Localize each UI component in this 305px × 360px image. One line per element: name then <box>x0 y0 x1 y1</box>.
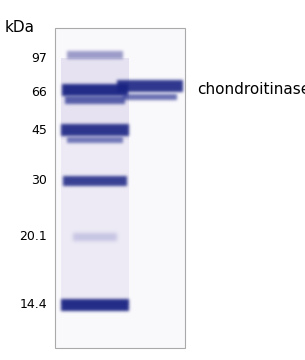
Text: 97: 97 <box>31 51 47 64</box>
Text: 20.1: 20.1 <box>19 230 47 243</box>
Text: 14.4: 14.4 <box>20 298 47 311</box>
Text: 30: 30 <box>31 175 47 188</box>
Bar <box>55 28 185 348</box>
Text: 66: 66 <box>31 85 47 99</box>
Text: 45: 45 <box>31 123 47 136</box>
Text: chondroitinase: chondroitinase <box>197 82 305 98</box>
Text: kDa: kDa <box>5 20 35 35</box>
